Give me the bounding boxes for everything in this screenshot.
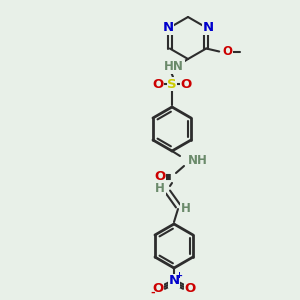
Text: N: N bbox=[168, 274, 180, 287]
Text: O: O bbox=[154, 169, 166, 182]
Text: O: O bbox=[152, 77, 164, 91]
Text: +: + bbox=[176, 272, 182, 280]
Text: S: S bbox=[167, 77, 177, 91]
Text: NH: NH bbox=[188, 154, 208, 167]
Text: N: N bbox=[202, 21, 214, 34]
Text: O: O bbox=[180, 77, 192, 91]
Text: H: H bbox=[155, 182, 165, 194]
Text: O: O bbox=[184, 283, 196, 296]
Text: N: N bbox=[162, 21, 173, 34]
Text: HN: HN bbox=[164, 61, 184, 74]
Text: H: H bbox=[181, 202, 191, 214]
Text: O: O bbox=[152, 283, 164, 296]
Text: O: O bbox=[222, 45, 232, 58]
Text: -: - bbox=[151, 288, 155, 298]
